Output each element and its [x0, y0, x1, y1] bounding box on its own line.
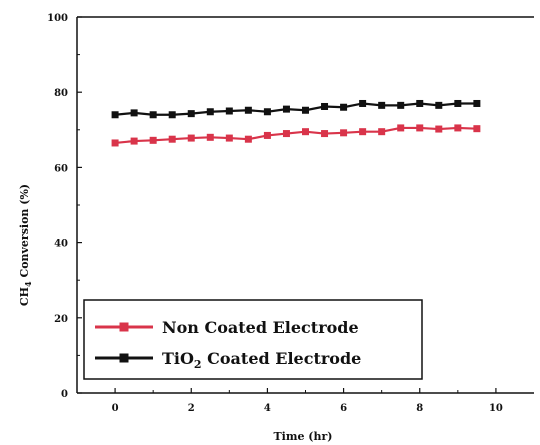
data-point — [321, 102, 329, 110]
y-tick-label: 20 — [54, 314, 68, 325]
data-point — [359, 99, 367, 107]
data-point — [359, 128, 367, 136]
data-point — [168, 135, 176, 143]
data-point — [225, 134, 233, 142]
y-tick-label: 40 — [54, 239, 68, 250]
data-point — [321, 130, 329, 138]
legend-box — [83, 299, 423, 380]
data-point — [149, 111, 157, 119]
series-tio2-coated — [111, 99, 481, 119]
axes: 0 20 40 60 80 100 0 2 4 6 8 10 — [47, 13, 534, 414]
data-point — [416, 124, 424, 132]
y-axis-title: CH4 Conversion (%) — [18, 184, 33, 306]
data-point — [130, 109, 138, 117]
data-point — [340, 103, 348, 111]
legend-swatch-marker — [119, 353, 129, 363]
legend-entry-tio2-coated: TiO2 Coated Electrode — [95, 349, 361, 371]
x-tick-label: 10 — [489, 403, 503, 414]
data-point — [378, 128, 386, 136]
data-point — [263, 108, 271, 116]
data-point — [244, 106, 252, 114]
data-point — [302, 128, 309, 136]
x-tick-label: 6 — [340, 403, 347, 414]
data-point — [111, 139, 119, 147]
data-point — [244, 135, 252, 143]
data-point — [454, 124, 462, 132]
data-point — [206, 108, 214, 116]
x-axis-title: Time (hr) — [273, 430, 332, 443]
data-point — [225, 107, 233, 115]
data-point — [435, 125, 443, 133]
data-point — [149, 136, 157, 144]
data-point — [302, 106, 309, 114]
y-tick-label: 100 — [47, 13, 68, 24]
x-tick-label: 2 — [188, 403, 195, 414]
data-point — [206, 133, 214, 141]
data-point — [130, 137, 138, 145]
data-point — [378, 101, 386, 109]
data-point — [187, 134, 195, 142]
legend-label-non-coated: Non Coated Electrode — [162, 318, 359, 337]
data-point — [435, 101, 443, 109]
plot-series — [111, 99, 481, 147]
data-point — [282, 105, 290, 113]
data-point — [340, 129, 348, 137]
x-tick-label: 0 — [112, 403, 119, 414]
data-point — [168, 111, 176, 119]
data-point — [473, 99, 481, 107]
y-tick-label: 0 — [61, 389, 68, 400]
data-point — [454, 99, 462, 107]
data-point — [473, 125, 481, 133]
data-point — [111, 111, 119, 119]
y-tick-label: 60 — [54, 163, 68, 174]
data-point — [282, 130, 290, 138]
y-tick-label: 80 — [54, 88, 68, 99]
data-point — [187, 110, 195, 118]
legend-entry-non-coated: Non Coated Electrode — [95, 318, 359, 337]
legend: Non Coated Electrode TiO2 Coated Electro… — [83, 299, 423, 380]
data-point — [263, 131, 271, 139]
data-point — [397, 124, 405, 132]
data-point — [397, 101, 405, 109]
x-tick-label: 4 — [264, 403, 271, 414]
legend-label-tio2-coated: TiO2 Coated Electrode — [162, 349, 361, 371]
legend-swatch-marker — [119, 322, 129, 332]
series-non-coated — [111, 124, 481, 147]
x-tick-label: 8 — [416, 403, 423, 414]
data-point — [416, 99, 424, 107]
